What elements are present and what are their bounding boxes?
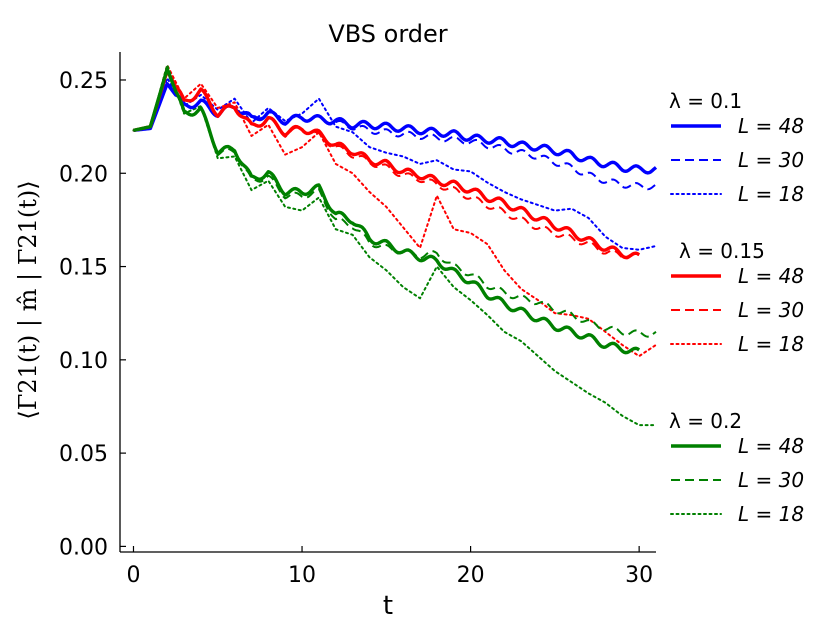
legend-label: L = 48 <box>738 434 804 458</box>
y-tick-label: 0.20 <box>59 162 108 187</box>
legend-label: L = 30 <box>738 468 804 492</box>
series-line-group1-series1 <box>133 67 640 260</box>
legend-label: L = 30 <box>738 298 804 322</box>
legend-label: L = 30 <box>738 148 804 172</box>
legend-group-title: λ = 0.1 <box>669 89 742 113</box>
x-tick-label: 10 <box>288 563 316 588</box>
series-line-group2-series2 <box>132 64 657 427</box>
x-tick-label: 30 <box>625 563 653 588</box>
legend-group-title: λ = 0.2 <box>669 409 742 433</box>
series-line-group0-series2 <box>132 77 657 251</box>
y-tick-label: 0.25 <box>59 69 108 94</box>
y-axis-label: ⟨Γ21(t) | m̂ | Γ21(t)⟩ <box>14 180 43 419</box>
series-line-group2-series0 <box>133 67 641 355</box>
series-layer <box>132 64 658 427</box>
x-tick-label: 0 <box>126 563 140 588</box>
legend-label: L = 18 <box>738 182 804 206</box>
x-axis-label: t <box>383 591 393 621</box>
legend-label: L = 18 <box>738 332 804 356</box>
legend: λ = 0.1L = 48L = 30L = 18λ = 0.15L = 48L… <box>669 89 804 526</box>
legend-group-title: λ = 0.15 <box>679 239 765 263</box>
y-tick-label: 0.05 <box>59 442 108 467</box>
legend-label: L = 48 <box>738 114 804 138</box>
y-tick-label: 0.15 <box>59 256 108 281</box>
y-tick-label: 0.10 <box>59 349 108 374</box>
series-line-group0-series0 <box>133 82 658 175</box>
legend-label: L = 48 <box>738 264 804 288</box>
axes: 0 10 20 30 0.00 0.05 0.10 0.15 0.20 0.25 <box>59 52 656 588</box>
legend-label: L = 18 <box>738 502 804 526</box>
x-tick-label: 20 <box>457 563 485 588</box>
y-tick-label: 0.00 <box>59 535 108 560</box>
series-line-group1-series0 <box>133 68 641 260</box>
chart-title: VBS order <box>328 20 447 48</box>
